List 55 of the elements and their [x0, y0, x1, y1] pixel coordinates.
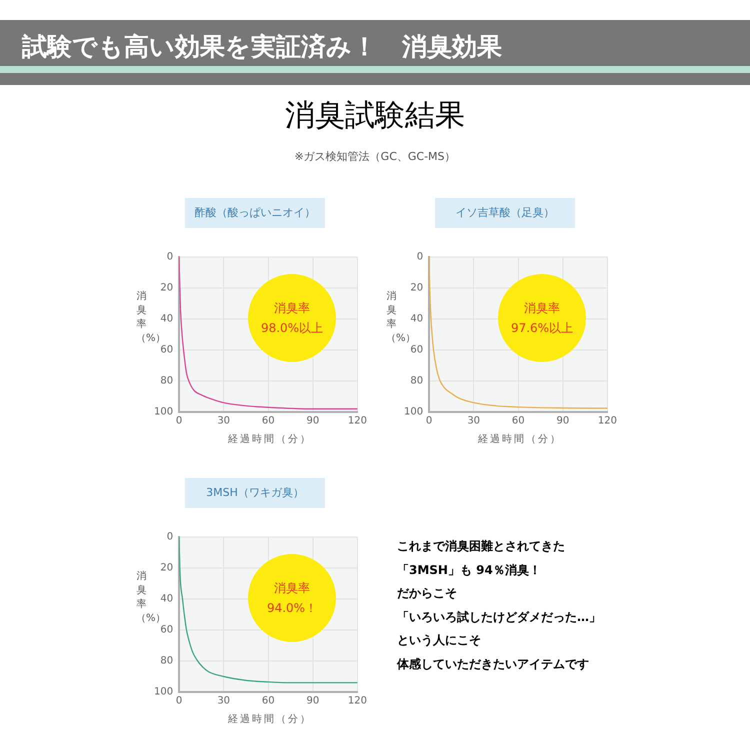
annotation: 消臭率	[274, 580, 310, 597]
y-tick-label: 40	[160, 314, 174, 325]
x-tick-label: 90	[556, 416, 570, 427]
x-tick-label: 30	[217, 416, 230, 427]
y-tick-label: 40	[160, 594, 174, 605]
y-tick-label: 20	[160, 562, 174, 574]
text: 「3MSH」も 94％消臭！	[397, 562, 542, 578]
y-tick-label: 100	[154, 686, 174, 698]
text: これまで消臭困難とされてきた	[397, 538, 566, 555]
annotation: 消臭率	[524, 300, 560, 317]
x-tick-label: 30	[467, 416, 480, 427]
text: 体感していただきたいアイテムです	[397, 656, 590, 672]
x-tick-label: 120	[348, 416, 368, 427]
y-tick-label: 0	[166, 252, 174, 263]
annotation: 97.6%以上	[510, 320, 574, 337]
x-tick-label: 60	[512, 416, 525, 427]
chart-title: 3MSH（ワキガ臭）	[185, 478, 325, 508]
y-tick-label: 100	[404, 406, 424, 418]
x-tick-label: 90	[306, 416, 320, 427]
x-tick-label: 30	[217, 696, 230, 707]
x-axis-title: 経過時間（分）	[227, 712, 313, 726]
y-tick-label: 0	[416, 252, 424, 263]
annotation: 94.0%！	[266, 600, 318, 617]
text: 「いろいろ試したけどダメだった…」	[397, 608, 601, 626]
y-tick-label: 60	[410, 344, 424, 356]
x-tick-label: 0	[426, 416, 432, 427]
text: 試験でも高い効果を実証済み！ 消臭効果	[22, 32, 502, 63]
x-tick-label: 120	[598, 416, 618, 427]
text: だからこそ	[397, 585, 458, 602]
y-tick-label: 0	[166, 532, 174, 543]
text: 消臭試験結果	[284, 98, 466, 134]
y-tick-label: 20	[410, 282, 424, 294]
x-tick-label: 60	[262, 416, 275, 427]
annotation: 98.0%以上	[260, 320, 324, 337]
y-tick-label: 20	[160, 282, 174, 294]
text: ※ガス検知管法（GC、GC-MS）	[293, 149, 457, 164]
x-tick-label: 0	[176, 416, 182, 427]
x-axis-title: 経過時間（分）	[477, 432, 563, 446]
x-tick-label: 120	[348, 696, 368, 707]
y-tick-label: 80	[160, 376, 174, 387]
y-tick-label: 80	[410, 376, 424, 387]
x-axis-title: 経過時間（分）	[227, 432, 313, 446]
x-tick-label: 90	[306, 696, 320, 707]
y-tick-label: 100	[154, 406, 174, 418]
chart-title: イソ吉草酸（足臭）	[435, 198, 575, 228]
y-tick-label: 60	[160, 624, 174, 636]
text: という人にこそ	[397, 632, 482, 649]
chart-title: 酢酸（酸っぱいニオイ）	[185, 198, 325, 228]
y-tick-label: 40	[410, 314, 424, 325]
line-series	[179, 257, 358, 410]
x-tick-label: 60	[262, 696, 275, 707]
x-tick-label: 0	[176, 696, 182, 707]
annotation: 消臭率	[274, 300, 310, 317]
y-tick-label: 60	[160, 344, 174, 356]
y-tick-label: 80	[160, 656, 174, 667]
